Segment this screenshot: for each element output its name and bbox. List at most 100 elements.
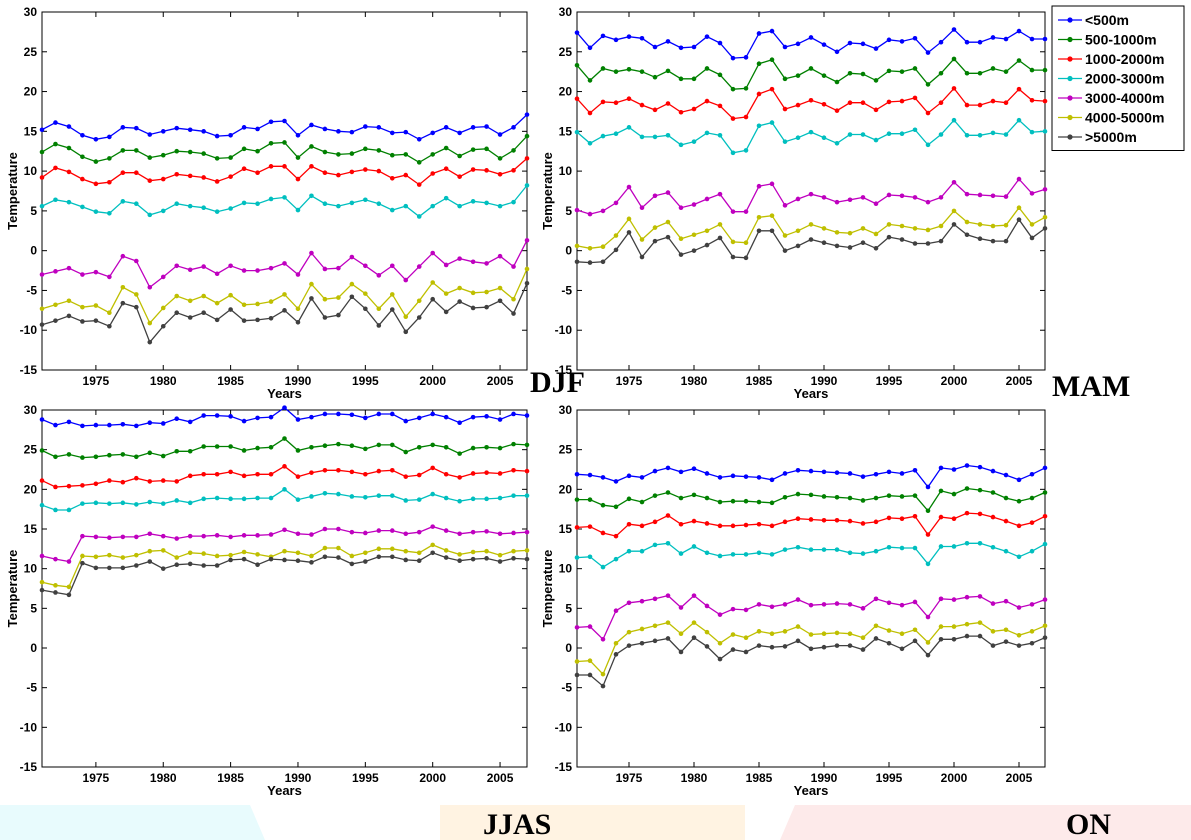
data-point [639,598,645,604]
data-point [1042,597,1048,602]
data-point [990,544,996,550]
data-point [1003,518,1009,524]
data-point [665,133,671,138]
data-point [834,79,840,85]
data-point [730,239,736,245]
data-point [187,298,193,304]
series-line [41,157,528,186]
data-point [990,238,996,244]
data-point [282,557,287,563]
data-point [430,411,435,417]
data-point [925,484,931,490]
data-point [201,151,206,156]
data-point [990,601,996,606]
data-point [107,501,112,506]
data-point [241,146,247,152]
data-point [389,292,395,297]
data-point [524,529,530,535]
data-point [886,640,892,646]
data-point [847,518,853,524]
data-point [795,544,801,550]
data-point [457,130,462,136]
data-point [93,554,99,560]
data-point [873,636,879,641]
data-point [389,528,395,533]
data-point [678,45,684,51]
data-point [524,112,530,117]
data-point [808,468,814,474]
data-point [769,523,775,529]
data-point [990,98,996,104]
data-point [912,66,918,71]
data-point [769,604,775,610]
data-point [107,452,112,458]
series-line [41,184,528,218]
data-point [174,148,180,154]
data-point [484,529,489,534]
data-point [160,152,166,158]
data-point [93,269,99,275]
data-point [808,98,814,103]
data-point [430,442,435,448]
data-point [925,561,931,567]
data-point [416,264,422,269]
series-line [577,487,1046,512]
data-point [626,629,632,635]
data-point [1016,605,1022,610]
data-point [574,63,580,68]
data-point [704,66,710,71]
data-point [363,263,368,269]
data-point [322,170,328,176]
data-point [691,466,697,472]
data-point [147,339,153,345]
data-point [665,490,671,495]
data-point [769,86,775,92]
data-point [977,464,983,470]
data-point [873,471,879,477]
data-point [574,525,580,530]
data-point [376,411,382,417]
data-point [652,493,658,498]
data-point [600,475,606,480]
data-point [524,280,530,286]
data-point [134,423,139,429]
data-point [717,656,723,662]
data-point [782,106,788,112]
data-point [187,473,193,479]
data-point [951,624,957,629]
data-point [574,672,580,678]
data-point [93,159,99,164]
y-tick-label: 15 [24,522,38,536]
data-point [336,411,341,417]
data-point [964,102,970,108]
data-point [1042,226,1048,231]
data-point [977,487,983,493]
data-point [80,533,85,539]
data-point [120,479,126,485]
data-point [912,627,918,633]
x-tick-label: 1995 [876,771,903,785]
data-point [600,208,606,214]
x-tick-label: 1975 [83,374,110,388]
data-point [587,211,593,217]
data-point [1016,176,1022,182]
data-point [977,540,983,546]
series-2000-3000m [39,487,530,513]
data-point [665,620,671,625]
data-point [600,530,606,536]
data-point [228,534,233,540]
series-line [41,488,527,511]
data-point [769,500,775,506]
data-point [511,199,516,205]
data-point [873,46,879,51]
data-point [160,478,166,483]
data-point [107,478,112,483]
data-point [416,558,422,564]
data-point [497,495,503,501]
data-point [282,405,287,410]
legend-label: 1000-2000m [1085,51,1164,67]
data-point [160,129,166,134]
y-tick-label: 0 [30,641,37,655]
data-point [808,547,814,552]
data-point [53,507,58,513]
